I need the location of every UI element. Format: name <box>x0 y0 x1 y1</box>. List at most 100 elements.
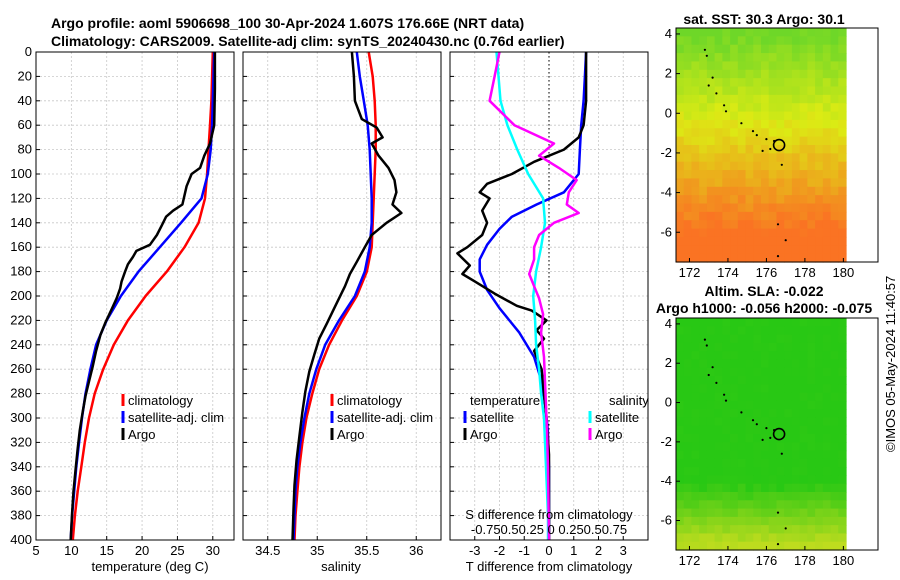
map-x-tick-label: 174 <box>717 265 739 280</box>
map-x-tick-label: 174 <box>717 553 739 568</box>
field-cell <box>838 318 847 327</box>
field-cell <box>730 334 739 344</box>
field-cell <box>776 434 785 443</box>
sst-map: 172 174 176 178 180 4 2 0 -2 -4 -6 <box>660 26 879 280</box>
field-cell <box>807 69 816 79</box>
field-cell <box>784 69 793 79</box>
field-cell <box>706 376 716 385</box>
field-cell <box>745 342 754 352</box>
legend-header-salinity: salinity <box>609 393 649 408</box>
field-cell <box>691 186 700 196</box>
field-cell <box>753 94 762 104</box>
field-cell <box>722 376 731 385</box>
field-cell <box>838 86 847 96</box>
field-cell <box>683 442 693 452</box>
field-cell <box>676 533 685 543</box>
field-cell <box>761 44 770 54</box>
field-cell <box>815 253 824 263</box>
salinity-xlabel: salinity <box>321 559 361 574</box>
field-cell <box>722 434 731 443</box>
field-cell <box>838 28 847 37</box>
field-cell <box>807 178 816 188</box>
field-cell <box>807 483 816 493</box>
field-cell <box>745 253 754 263</box>
field-cell <box>768 128 778 138</box>
x-tick-label: 34.5 <box>255 543 280 558</box>
field-cell <box>737 417 747 427</box>
field-cell <box>784 128 793 138</box>
field-cell <box>822 326 832 336</box>
field-cell <box>753 186 762 196</box>
field-cell <box>830 458 839 468</box>
field-cell <box>807 153 816 163</box>
field-cell <box>791 36 801 46</box>
field-cell <box>753 53 762 63</box>
field-cell <box>815 94 824 104</box>
field-cell <box>799 500 808 510</box>
field-cell <box>768 516 778 526</box>
field-cell <box>706 425 716 435</box>
sla-map-title-line2: Argo h1000: -0.056 h2000: -0.075 <box>656 300 873 316</box>
field-cell <box>714 136 723 146</box>
field-cell <box>761 516 770 526</box>
field-cell <box>784 492 793 501</box>
legend-header-temperature: temperature <box>470 393 540 408</box>
field-cell <box>784 392 793 402</box>
field-cell <box>753 458 762 468</box>
field-cell <box>676 475 685 485</box>
field-cell <box>791 94 801 104</box>
field-cell <box>791 161 801 171</box>
field-cell <box>768 450 778 460</box>
field-cell <box>722 245 731 255</box>
map-x-tick-label: 178 <box>794 553 816 568</box>
map-y-tick-label: -2 <box>660 145 672 160</box>
field-cell <box>753 434 762 443</box>
x-tick-label: -1 <box>518 543 530 558</box>
difference-xlabel: T difference from climatology <box>466 559 633 574</box>
field-cell <box>722 533 731 543</box>
field-cell <box>706 492 716 501</box>
field-cell <box>815 376 824 385</box>
field-cell <box>730 44 739 54</box>
field-cell <box>714 442 723 452</box>
field-cell <box>753 145 762 154</box>
field-cell <box>730 69 739 79</box>
field-cell <box>737 153 747 163</box>
field-cell <box>784 220 793 230</box>
field-cell <box>683 318 693 327</box>
field-cell <box>699 367 708 377</box>
field-cell <box>799 492 808 501</box>
field-cell <box>753 170 762 180</box>
field-cell <box>830 351 839 361</box>
field-cell <box>830 228 839 238</box>
field-cell <box>807 211 816 221</box>
field-cell <box>822 417 832 427</box>
field-cell <box>838 61 847 71</box>
field-cell <box>722 53 731 63</box>
field-cell <box>691 409 700 419</box>
field-cell <box>830 359 839 369</box>
field-cell <box>745 450 754 460</box>
field-cell <box>838 145 847 154</box>
field-cell <box>714 44 723 54</box>
field-cell <box>768 36 778 46</box>
field-cell <box>761 195 770 205</box>
field-cell <box>768 111 778 121</box>
field-cell <box>784 78 793 88</box>
field-cell <box>791 119 801 129</box>
field-cell <box>784 61 793 71</box>
field-cell <box>737 195 747 205</box>
field-cell <box>822 128 832 138</box>
field-cell <box>676 103 685 113</box>
field-cell <box>691 211 700 221</box>
island-marker <box>784 239 787 242</box>
field-cell <box>784 508 793 518</box>
field-cell <box>791 61 801 71</box>
field-cell <box>699 69 708 79</box>
field-cell <box>791 220 801 230</box>
field-cell <box>745 475 754 485</box>
field-cell <box>722 359 731 369</box>
field-cell <box>822 170 832 180</box>
field-cell <box>753 483 762 493</box>
field-cell <box>776 376 785 385</box>
